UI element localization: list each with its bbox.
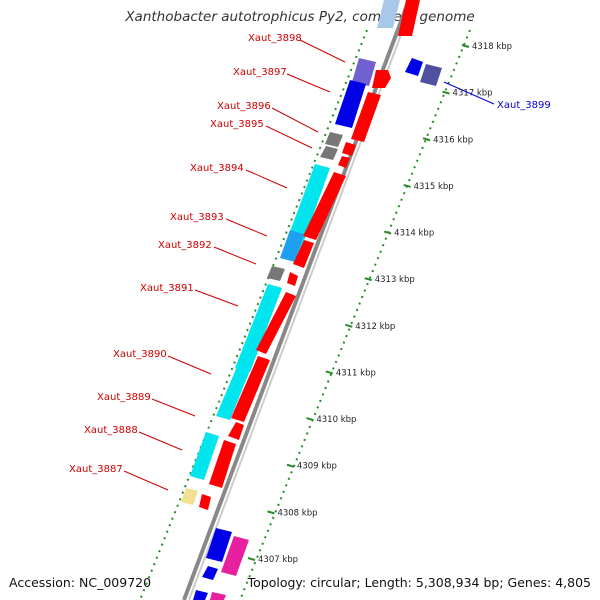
feature-track bbox=[181, 0, 442, 600]
cds-red-e[interactable] bbox=[303, 172, 346, 240]
leader-xaut-3899 bbox=[443, 81, 495, 105]
cds-reverse-blue-c[interactable] bbox=[193, 590, 208, 600]
label-xaut-3892[interactable]: Xaut_3892 bbox=[158, 240, 212, 251]
leader-xaut-3896 bbox=[271, 107, 319, 133]
kbp-tick-label: 4316 kbp bbox=[433, 135, 473, 145]
leader-xaut-3888 bbox=[138, 431, 183, 451]
cds-red-c[interactable] bbox=[342, 142, 356, 156]
kbp-tick-mark bbox=[306, 417, 314, 422]
kbp-tick-label: 4309 kbp bbox=[297, 462, 337, 472]
kbp-tick-mark bbox=[247, 557, 256, 561]
kbp-scale-guide bbox=[239, 29, 471, 600]
cds-red-i[interactable] bbox=[231, 356, 270, 422]
cds-top-red-partial[interactable] bbox=[398, 0, 420, 36]
left-dotted-guide bbox=[139, 29, 368, 600]
cds-xaut-3890[interactable] bbox=[216, 350, 257, 420]
cds-xaut-3896[interactable] bbox=[325, 132, 343, 147]
kbp-tick-mark bbox=[422, 137, 431, 142]
cds-red-h[interactable] bbox=[256, 292, 296, 354]
cds-red-j[interactable] bbox=[228, 422, 244, 440]
label-xaut-3898[interactable]: Xaut_3898 bbox=[248, 33, 302, 44]
kbp-tick-label: 4314 kbp bbox=[394, 229, 434, 239]
cds-xaut-3895[interactable] bbox=[320, 146, 338, 160]
leader-xaut-3898 bbox=[299, 39, 346, 63]
cds-pink-b[interactable] bbox=[210, 592, 226, 600]
cds-xaut-3891[interactable] bbox=[235, 284, 282, 372]
cds-top-blue-partial[interactable] bbox=[377, 0, 400, 28]
label-xaut-3894[interactable]: Xaut_3894 bbox=[190, 163, 244, 174]
cds-xaut-3897[interactable] bbox=[335, 80, 366, 128]
kbp-scale: 4307 kbp 4308 kbp 4309 kbp 4310 kbp 4311 kbp… bbox=[247, 42, 512, 565]
label-xaut-3895[interactable]: Xaut_3895 bbox=[210, 119, 264, 130]
cds-xaut-3892[interactable] bbox=[267, 266, 285, 281]
label-xaut-3891[interactable]: Xaut_3891 bbox=[140, 283, 194, 294]
leader-xaut-3892 bbox=[213, 246, 257, 265]
kbp-tick-mark bbox=[442, 90, 450, 95]
cds-red-k[interactable] bbox=[209, 440, 236, 488]
label-xaut-3893[interactable]: Xaut_3893 bbox=[170, 212, 224, 223]
kbp-tick-label: 4315 kbp bbox=[414, 182, 454, 192]
leader-xaut-3889 bbox=[151, 398, 196, 417]
label-xaut-3896[interactable]: Xaut_3896 bbox=[217, 101, 271, 112]
kbp-tick-mark bbox=[364, 277, 373, 282]
label-xaut-3899[interactable]: Xaut_3899 bbox=[497, 100, 551, 111]
kbp-tick-mark bbox=[383, 230, 392, 235]
leader-xaut-3895 bbox=[265, 125, 313, 149]
cds-reverse-blue-a[interactable] bbox=[206, 528, 232, 562]
kbp-tick-label: 4310 kbp bbox=[316, 415, 356, 425]
leader-xaut-3894 bbox=[245, 169, 288, 189]
leader-xaut-3897 bbox=[286, 73, 331, 93]
cds-red-l[interactable] bbox=[199, 494, 211, 510]
leader-xaut-3893 bbox=[225, 218, 268, 237]
cds-red-f[interactable] bbox=[293, 240, 314, 268]
label-xaut-3889[interactable]: Xaut_3889 bbox=[97, 392, 151, 403]
cds-red-g[interactable] bbox=[287, 272, 298, 286]
kbp-tick-mark bbox=[344, 323, 353, 328]
kbp-tick-mark bbox=[267, 510, 275, 515]
label-xaut-3888[interactable]: Xaut_3888 bbox=[84, 425, 138, 436]
leader-xaut-3891 bbox=[194, 289, 239, 307]
cds-xaut-3888[interactable] bbox=[190, 432, 219, 480]
label-xaut-3897[interactable]: Xaut_3897 bbox=[233, 67, 287, 78]
accession-text: Accession: NC_009720 bbox=[9, 575, 152, 590]
kbp-tick-label: 4317 kbp bbox=[453, 89, 493, 99]
kbp-tick-mark bbox=[403, 183, 411, 188]
cds-xaut-3894[interactable] bbox=[284, 164, 330, 252]
cds-xaut-3899-a[interactable] bbox=[405, 58, 423, 76]
leader-xaut-3887 bbox=[123, 470, 169, 491]
cds-xaut-3898[interactable] bbox=[352, 58, 376, 86]
kbp-tick-label: 4307 kbp bbox=[258, 555, 298, 565]
cds-xaut-3899[interactable] bbox=[420, 64, 442, 86]
kbp-tick-label: 4313 kbp bbox=[375, 275, 415, 285]
cds-red-b[interactable] bbox=[351, 92, 381, 142]
kbp-tick-label: 4311 kbp bbox=[336, 368, 376, 378]
cds-red-d[interactable] bbox=[338, 156, 350, 168]
cds-xaut-3887[interactable] bbox=[181, 488, 198, 505]
kbp-tick-mark bbox=[461, 44, 470, 48]
cds-pink-a[interactable] bbox=[221, 536, 249, 576]
cds-red-a[interactable] bbox=[372, 70, 391, 88]
kbp-tick-label: 4308 kbp bbox=[277, 508, 317, 518]
kbp-tick-label: 4312 kbp bbox=[355, 322, 395, 332]
topology-text: Topology: circular; Length: 5,308,934 bp… bbox=[247, 575, 591, 590]
label-xaut-3890[interactable]: Xaut_3890 bbox=[113, 349, 167, 360]
kbp-tick-label: 4318 kbp bbox=[472, 42, 512, 52]
kbp-tick-mark bbox=[325, 370, 334, 375]
kbp-tick-mark bbox=[286, 463, 295, 468]
label-xaut-3887[interactable]: Xaut_3887 bbox=[69, 464, 123, 475]
cds-reverse-blue-b[interactable] bbox=[202, 566, 218, 580]
gene-labels: Xaut_3898 Xaut_3897 Xaut_3896 Xaut_3895 … bbox=[69, 33, 551, 491]
cds-xaut-3893[interactable] bbox=[280, 230, 304, 262]
leader-xaut-3890 bbox=[167, 355, 212, 375]
